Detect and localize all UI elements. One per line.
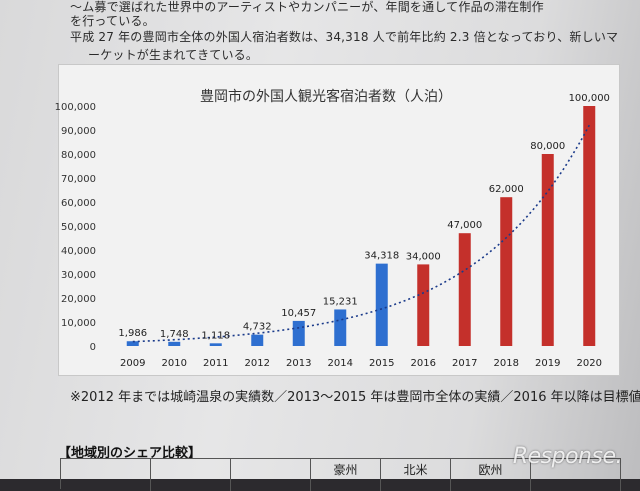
x-tick-label: 2017 [452, 358, 477, 369]
response-watermark: Response. [512, 444, 623, 469]
y-tick-label: 70,000 [61, 174, 96, 185]
share-table-header-cell: 豪州 [311, 459, 381, 491]
x-tick-label: 2010 [162, 358, 187, 369]
chart-title: 豊岡市の外国人観光客宿泊者数（人泊） [200, 89, 452, 105]
chart-footnote: ※2012 年までは城崎温泉の実績数／2013〜2015 年は豊岡市全体の実績／… [70, 390, 640, 405]
bar-2010 [168, 341, 181, 346]
bar-2020 [583, 106, 596, 346]
bar-2018 [500, 197, 513, 346]
x-tick-label: 2018 [494, 358, 519, 369]
data-label: 62,000 [489, 184, 524, 195]
data-label: 1,118 [201, 330, 230, 341]
data-label: 1,748 [160, 329, 189, 340]
data-label: 10,457 [281, 308, 316, 319]
y-tick-label: 90,000 [61, 126, 96, 137]
x-tick-label: 2015 [369, 358, 394, 369]
share-table-header-cell [61, 459, 151, 491]
intro-line-4: ーケットが生まれてきている。 [88, 48, 259, 62]
share-table-header-cell [151, 459, 231, 491]
x-tick-label: 2009 [120, 358, 145, 369]
bar-2011 [209, 343, 222, 346]
bar-2017 [458, 233, 471, 346]
y-tick-label: 80,000 [61, 150, 96, 161]
data-label: 80,000 [530, 141, 565, 152]
x-tick-label: 2016 [411, 358, 436, 369]
y-tick-label: 0 [90, 342, 96, 353]
bar-2015 [375, 263, 388, 346]
share-table-header-cell [531, 459, 621, 491]
data-label: 34,000 [406, 251, 441, 262]
x-tick-label: 2014 [328, 358, 353, 369]
bar-2012 [251, 334, 264, 346]
share-table-header-cell: 欧州 [451, 459, 531, 491]
x-tick-label: 2013 [286, 358, 311, 369]
x-tick-label: 2020 [577, 358, 602, 369]
data-label: 34,318 [364, 251, 399, 262]
share-table: 豪州 北米 欧州 [60, 458, 621, 491]
y-tick-label: 100,000 [55, 102, 96, 113]
data-label: 100,000 [569, 93, 610, 104]
bar-chart: 0 10,000 20,000 30,000 40,000 50,000 60,000 70,… [55, 93, 610, 369]
intro-line-1: 〜ム募で選ばれた世界中のアーティストやカンパニーが、年間を通して作品の滞在制作 [70, 0, 544, 14]
bar-2009 [126, 341, 139, 346]
share-section-title: 【地域別のシェア比較】 [58, 446, 202, 461]
y-tick-label: 10,000 [61, 318, 96, 329]
data-label: 4,732 [243, 322, 272, 333]
data-label: 47,000 [447, 220, 482, 231]
trendline [132, 124, 591, 343]
data-label: 15,231 [323, 296, 358, 307]
bar-2019 [541, 154, 554, 346]
bar-2014 [334, 309, 347, 346]
y-tick-label: 40,000 [61, 246, 96, 257]
share-table-header-cell: 北米 [381, 459, 451, 491]
y-tick-label: 30,000 [61, 270, 96, 281]
x-tick-label: 2019 [535, 358, 560, 369]
y-tick-label: 60,000 [61, 198, 96, 209]
y-tick-label: 20,000 [61, 294, 96, 305]
intro-line-2: を行っている。 [70, 14, 155, 28]
x-tick-label: 2011 [203, 358, 228, 369]
data-label: 1,986 [118, 328, 147, 339]
bar-2016 [417, 264, 430, 346]
x-tick-label: 2012 [245, 358, 270, 369]
bar-2013 [292, 320, 305, 346]
intro-line-3: 平成 27 年の豊岡市全体の外国人宿泊者数は、34,318 人で前年比約 2.3… [70, 30, 619, 44]
share-table-header-cell [231, 459, 311, 491]
y-tick-label: 50,000 [61, 222, 96, 233]
